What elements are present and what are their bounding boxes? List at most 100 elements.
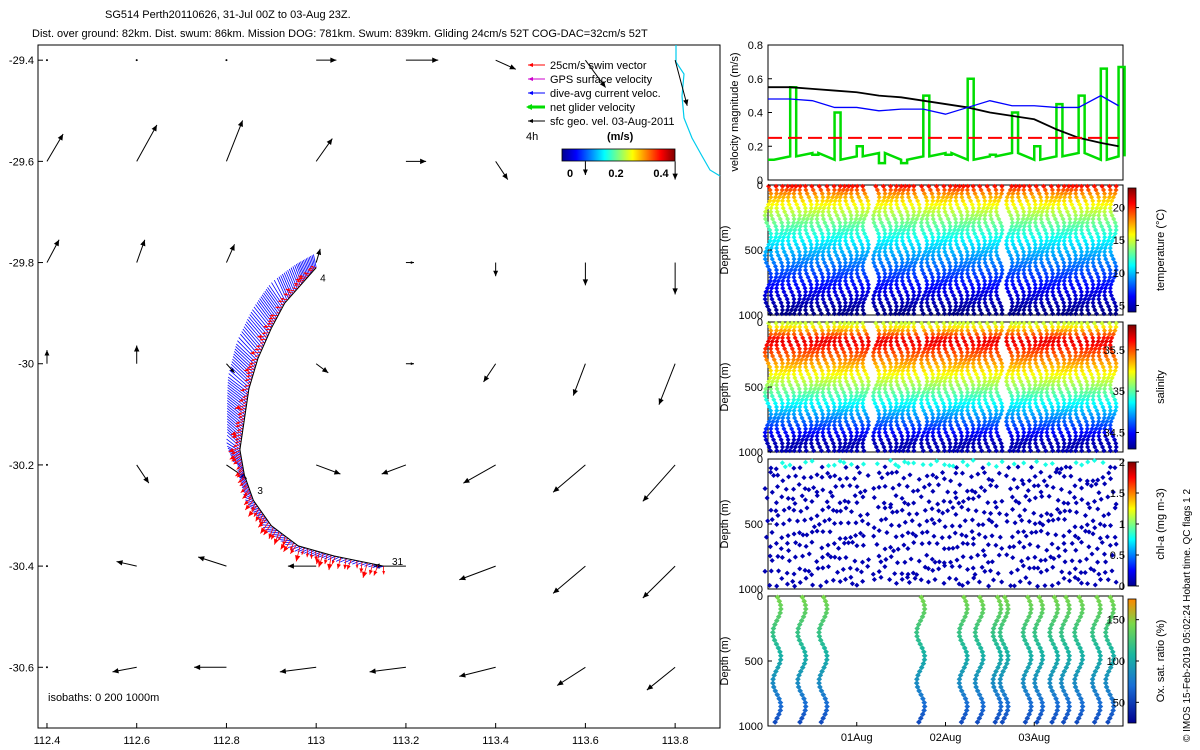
temperature-point <box>768 234 774 240</box>
temperature-point <box>812 289 818 295</box>
temperature-point <box>808 300 814 306</box>
temperature-point <box>807 238 813 244</box>
swim-vector-head <box>240 488 245 493</box>
swim-vector-head <box>309 267 312 270</box>
net-velocity-line <box>768 65 1126 165</box>
sfc-vector-head <box>381 469 389 475</box>
dac-vector <box>227 394 247 411</box>
dac-vector <box>238 337 259 359</box>
sfc-vector-head <box>459 575 466 581</box>
map-y-tick-label: -29.6 <box>9 156 34 168</box>
dac-vector <box>364 563 372 567</box>
swim-vector-head <box>247 382 250 384</box>
dac-vector <box>273 279 287 303</box>
temperature-point <box>819 231 825 237</box>
swim-vector-head <box>239 482 244 486</box>
swim-vector-head <box>355 565 359 569</box>
salinity-point <box>762 433 768 439</box>
temperature-point <box>837 307 843 313</box>
swim-vector-head <box>314 556 318 561</box>
swim-vector-head <box>278 309 280 311</box>
figure-subtitle: Dist. over ground: 82km. Dist. swum: 86k… <box>32 28 648 40</box>
temperature-point <box>836 271 842 277</box>
dac-vector <box>287 270 297 291</box>
temperature-point <box>835 231 842 237</box>
temperature-point <box>765 263 771 269</box>
swim-vector-head <box>236 474 241 478</box>
sfc-vector-head <box>672 288 678 295</box>
map-y-ticks: -29.4-29.6-29.8-30-30.2-30.4-30.6 <box>9 55 43 674</box>
temperature-point <box>769 256 775 262</box>
legend-net-arrowhead <box>526 104 532 110</box>
sfc-vector <box>369 666 406 673</box>
temperature-point <box>793 241 799 248</box>
sfc-vector-head <box>112 668 119 674</box>
swim-vector-head <box>262 331 266 335</box>
sfc-vector-head <box>194 664 201 670</box>
temperature-point <box>805 234 811 240</box>
temperature-point <box>762 292 768 299</box>
swim-vector-head <box>332 560 335 565</box>
dac-vector <box>321 554 330 559</box>
colorbar-tick-2: 0.4 <box>653 168 669 180</box>
temperature-point <box>763 300 769 306</box>
legend-dac-arrowhead <box>528 91 533 95</box>
swim-vector-head <box>260 342 263 344</box>
swim-vector-head <box>243 402 246 404</box>
dac-vector <box>244 323 264 347</box>
temperature-colorbar-label: temperature (°C) <box>1155 209 1167 291</box>
velocity-series <box>768 65 1126 165</box>
legend-gps-arrowhead <box>528 77 533 81</box>
sfc-vector-head <box>599 81 606 88</box>
temperature-point <box>826 231 832 237</box>
temperature-point <box>802 307 809 313</box>
swim-vector-head <box>362 571 368 578</box>
salinity-y-tick-label: 0 <box>757 317 763 329</box>
sfc-vector-head <box>333 469 341 475</box>
dac-vector <box>304 259 311 276</box>
temperature-point <box>768 274 774 280</box>
swim-vector-head <box>290 546 294 551</box>
map-y-tick-label: -30.6 <box>9 662 34 674</box>
sfc-vector-head <box>229 244 235 251</box>
swim-vector-head <box>244 367 249 372</box>
temperature-point <box>762 256 768 262</box>
swim-vector-head <box>228 448 234 453</box>
temperature-point <box>808 241 814 248</box>
sfc-vector-head <box>44 350 50 356</box>
sfc-vector-head <box>582 279 589 286</box>
temperature-point <box>797 307 803 313</box>
swim-vector-head <box>347 564 351 570</box>
sfc-vector-head <box>557 679 564 686</box>
temperature-point <box>834 234 840 240</box>
temperature-point <box>825 267 831 273</box>
colorbar-tick-0: 0 <box>567 168 573 180</box>
temperature-point <box>826 191 832 197</box>
colorbar-title: (m/s) <box>607 131 634 143</box>
swim-vector-head <box>249 350 255 355</box>
dac-vector <box>297 263 305 282</box>
chl-a-point <box>762 568 768 574</box>
temperature-point <box>771 260 777 266</box>
swim-vector-head <box>259 338 263 341</box>
temperature-point <box>785 238 791 244</box>
sfc-vector-head <box>658 398 664 405</box>
swim-vector-head <box>269 314 274 318</box>
swim-vector-head <box>288 296 289 298</box>
temperature-point <box>773 234 779 240</box>
velocity-axes-frame <box>767 44 1124 181</box>
swim-vector-head <box>310 271 311 273</box>
temperature-point <box>762 296 768 302</box>
sfc-vector-dot <box>45 463 48 466</box>
dac-vector <box>260 524 272 526</box>
dac-vector <box>226 413 244 428</box>
temperature-point <box>819 191 825 197</box>
surface-velocity-vectors <box>44 57 689 691</box>
sfc-vector-head <box>572 389 578 396</box>
dac-vector <box>376 565 384 569</box>
track-line <box>239 267 384 567</box>
swim-vector-head <box>263 529 269 536</box>
temperature-point <box>779 223 786 229</box>
